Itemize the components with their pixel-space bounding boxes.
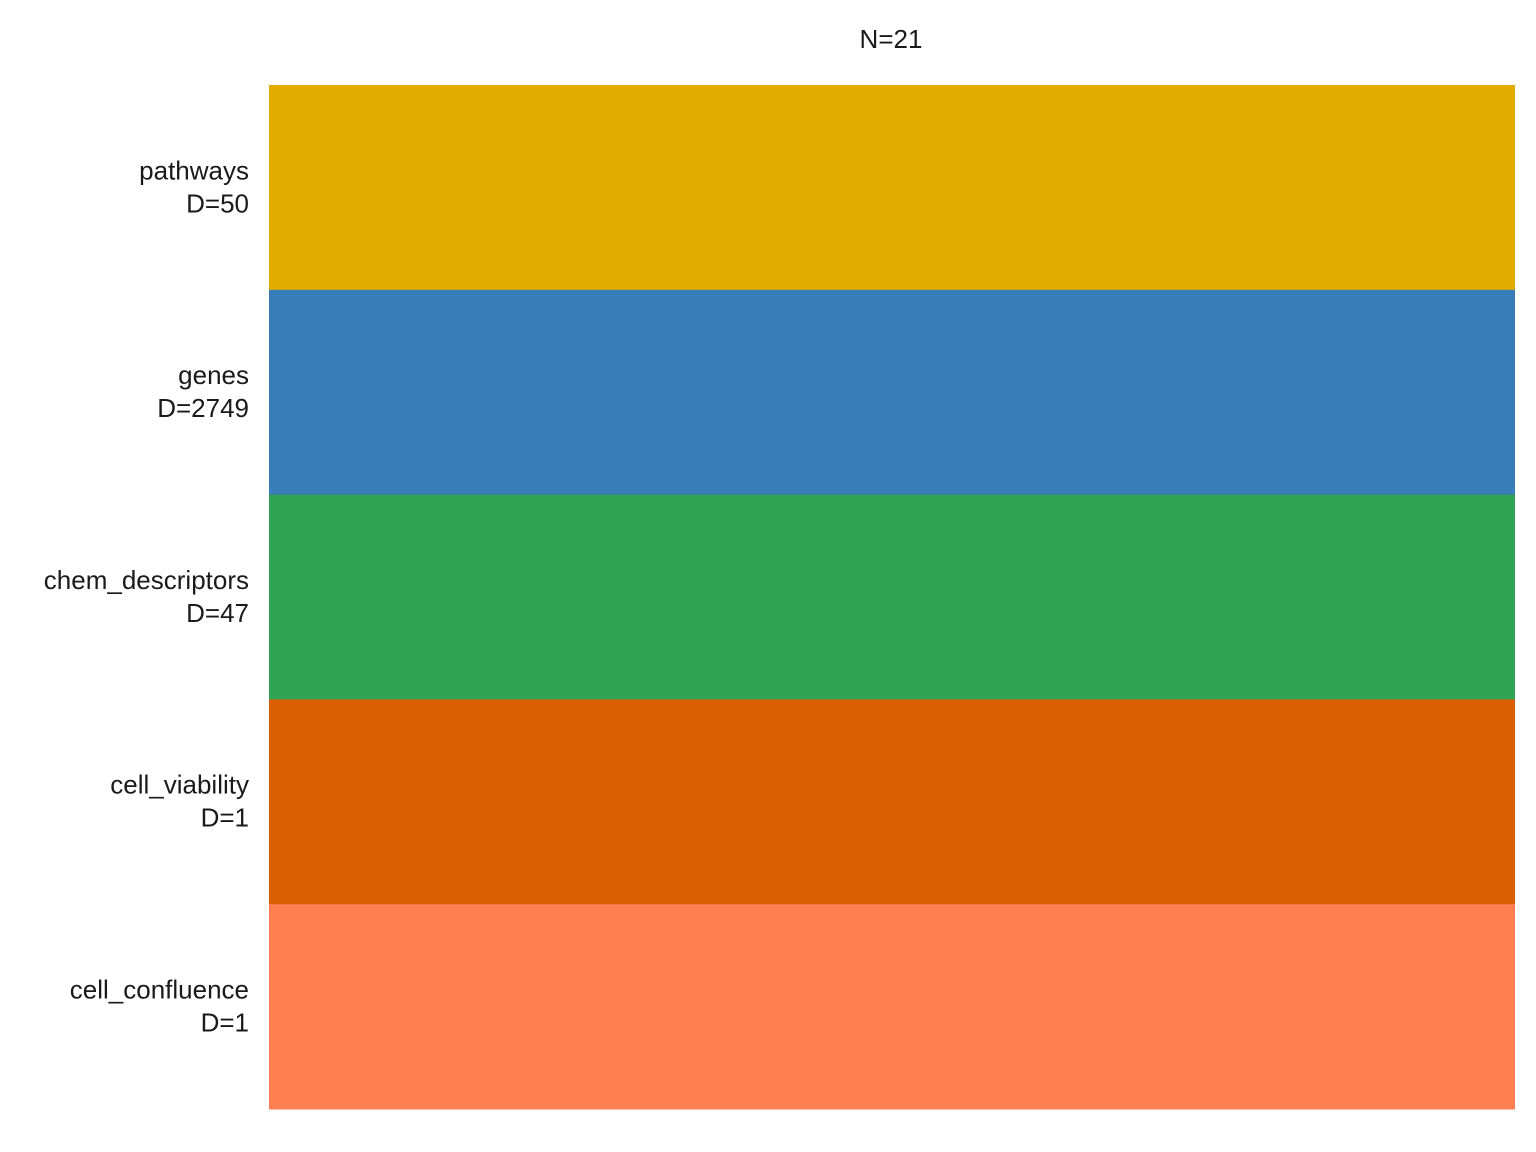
view-tile: [269, 904, 1515, 1110]
view-dimension: D=2749: [157, 393, 249, 423]
view-dimension: D=1: [201, 803, 249, 833]
view-name: cell_viability: [110, 770, 249, 800]
view-tile: [269, 699, 1515, 905]
view-tile: [269, 85, 1515, 291]
view-name: chem_descriptors: [44, 565, 249, 595]
view-tile: [269, 494, 1515, 700]
view-dimension: D=1: [201, 1007, 249, 1037]
view-dimension: D=47: [186, 598, 249, 628]
view-name: cell_confluence: [70, 974, 249, 1004]
view-dimension: D=50: [186, 188, 249, 218]
view-name: pathways: [139, 155, 249, 185]
view-name: genes: [178, 360, 249, 390]
view-tile: [269, 289, 1515, 496]
title: N=21: [860, 24, 923, 54]
